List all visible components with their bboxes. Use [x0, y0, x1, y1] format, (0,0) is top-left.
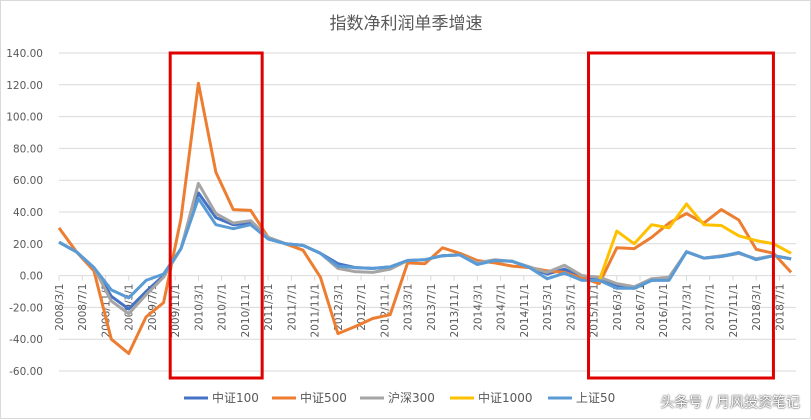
x-tick-label: 2011/3/1 [263, 284, 275, 331]
x-tick-label: 2012/11/1 [379, 284, 391, 338]
x-tick-label: 2016/7/1 [635, 284, 647, 331]
y-tick-label: 0.00 [20, 271, 43, 283]
x-tick-label: 2016/3/1 [612, 284, 624, 331]
x-tick-label: 2011/7/1 [286, 284, 298, 331]
x-tick-label: 2009/7/1 [147, 284, 159, 331]
legend-label: 上证50 [576, 391, 615, 405]
x-axis: 2008/3/1 2008/7/1 2008/11/1 2009/3/1 2009/7/… [54, 275, 786, 338]
y-tick-label: 100.00 [6, 112, 43, 124]
x-tick-label: 2015/3/1 [542, 284, 554, 331]
series-line-中证1000 [597, 202, 792, 281]
x-tick-label: 2011/11/1 [310, 284, 322, 338]
x-tick-label: 2008/3/1 [54, 284, 66, 331]
series-lines [57, 81, 793, 355]
x-tick-label: 2014/7/1 [496, 284, 508, 331]
x-tick-label: 2017/3/1 [681, 284, 693, 331]
legend-label: 中证100 [212, 390, 259, 405]
x-tick-label: 2017/7/1 [705, 284, 717, 331]
legend-label: 沪深300 [388, 391, 435, 405]
y-tick-label: 60.00 [13, 175, 43, 187]
y-axis: -60.00 -40.00 -20.00 0.00 20.00 40.00 60.00 80.… [6, 48, 43, 378]
y-tick-label: -20.00 [9, 302, 43, 314]
watermark: 头条号 / 月风投资笔记 [660, 395, 800, 411]
y-tick-label: 120.00 [6, 80, 43, 92]
highlight-box [168, 51, 264, 380]
x-tick-label: 2014/11/1 [519, 284, 531, 338]
x-tick-label: 2012/3/1 [333, 284, 345, 331]
x-tick-label: 2018/7/1 [774, 284, 786, 331]
legend-label: 中证1000 [478, 390, 533, 405]
x-tick-label: 2015/11/1 [589, 284, 601, 338]
x-tick-label: 2014/3/1 [472, 284, 484, 331]
x-tick-label: 2012/7/1 [356, 284, 368, 331]
x-tick-label: 2018/3/1 [751, 284, 763, 331]
x-tick-label: 2013/11/1 [449, 284, 461, 338]
y-tick-label: 140.00 [6, 48, 43, 60]
y-tick-label: -60.00 [9, 366, 43, 378]
chart-title: 指数净利润单季增速 [330, 14, 483, 34]
x-tick-label: 2013/3/1 [403, 284, 415, 331]
y-tick-label: -40.00 [9, 334, 43, 346]
highlight-box [587, 51, 775, 380]
highlight-boxes [168, 51, 775, 380]
x-tick-label: 2010/7/1 [217, 284, 229, 331]
y-tick-label: 80.00 [13, 143, 43, 155]
x-tick-label: 2015/7/1 [565, 284, 577, 331]
x-tick-label: 2016/11/1 [658, 284, 670, 338]
x-tick-label: 2010/3/1 [193, 284, 205, 331]
y-tick-label: 20.00 [13, 239, 43, 251]
x-tick-label: 2017/11/1 [728, 284, 740, 338]
x-tick-label: 2013/7/1 [426, 284, 438, 331]
x-tick-label: 2008/7/1 [77, 284, 89, 331]
x-tick-label: 2010/11/1 [240, 284, 252, 338]
x-tick-label: 2009/11/1 [170, 284, 182, 338]
series-line-中证500 [57, 81, 793, 355]
legend-label: 中证500 [300, 390, 347, 405]
legend: 中证100 中证500 沪深300 中证1000 上证50 [184, 390, 615, 405]
series-line-上证50 [58, 197, 792, 300]
y-tick-label: 40.00 [13, 207, 43, 219]
